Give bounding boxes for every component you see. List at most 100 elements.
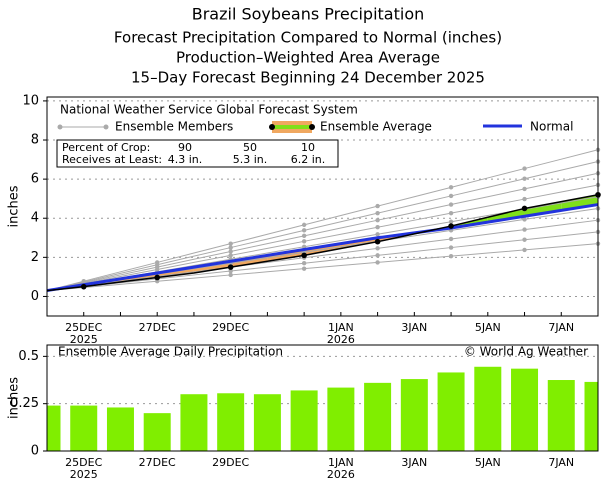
plot-area — [47, 345, 598, 451]
legend-title: National Weather Service Global Forecast… — [60, 103, 358, 117]
y-tick-label: 0.25 — [10, 396, 39, 411]
bar — [253, 394, 281, 451]
difference-fill — [487, 208, 525, 223]
member-line — [46, 184, 599, 292]
average-point — [227, 264, 234, 270]
member-point — [522, 176, 527, 181]
bar — [400, 379, 428, 451]
average-line — [46, 194, 599, 292]
normal-line — [46, 203, 599, 293]
y-axis-label: inches — [7, 377, 22, 419]
bar — [47, 405, 61, 451]
x-tick-label: 5JAN — [475, 456, 501, 469]
member-line — [46, 161, 599, 292]
member-point — [375, 253, 380, 258]
crop-table-cell: Receives at Least: — [62, 153, 162, 166]
bar — [437, 372, 465, 451]
member-point — [448, 253, 454, 259]
member-point — [448, 245, 454, 250]
member-point — [448, 193, 454, 199]
member-point — [301, 228, 307, 233]
x-tick-label: 2025 — [70, 333, 98, 346]
average-point — [301, 252, 307, 259]
bar — [584, 381, 598, 451]
bar — [217, 393, 245, 451]
member-point — [375, 203, 380, 209]
average-point — [154, 274, 160, 281]
member-line — [46, 219, 599, 292]
x-tick-label: 25DEC — [65, 456, 102, 469]
average-point — [80, 283, 87, 290]
average-point — [521, 205, 528, 212]
average-point — [374, 238, 381, 245]
x-tick-label: 25DEC — [65, 321, 102, 334]
member-point — [301, 222, 307, 228]
chart-subtitle: Ensemble Average Daily Precipitation — [58, 345, 283, 359]
member-point — [448, 236, 454, 242]
legend-swatch — [309, 124, 315, 130]
x-tick-label: 7JAN — [548, 456, 574, 469]
x-tick-label: 3JAN — [401, 456, 427, 469]
member-point — [448, 210, 454, 216]
y-axis-label: inches — [7, 185, 22, 227]
member-point — [228, 272, 233, 278]
subtitle: Production–Weighted Area Average — [176, 49, 440, 67]
x-tick-label: 1JAN — [328, 321, 354, 334]
x-tick-label: 2025 — [70, 468, 98, 481]
legend-swatch — [269, 124, 275, 130]
x-tick-label: 5JAN — [475, 321, 501, 334]
member-line — [46, 172, 599, 292]
x-tick-label: 2026 — [327, 468, 355, 481]
member-point — [522, 237, 527, 242]
member-point — [228, 249, 233, 254]
legend-swatch — [57, 124, 63, 130]
subtitle: 15–Day Forecast Beginning 24 December 20… — [131, 69, 485, 87]
y-tick-label: 10 — [22, 93, 39, 108]
crop-table-cell: 5.3 in. — [233, 153, 268, 166]
member-point — [375, 217, 380, 223]
member-point — [522, 166, 527, 171]
member-point — [522, 217, 527, 222]
y-tick-label: 4 — [31, 211, 39, 226]
member-line — [46, 231, 599, 292]
x-tick-label: 29DEC — [212, 456, 249, 469]
credit: © World Ag Weather — [464, 345, 588, 359]
member-point — [81, 278, 86, 284]
member-point — [522, 227, 527, 232]
member-point — [375, 260, 380, 265]
member-line — [46, 243, 599, 292]
plot-border — [46, 96, 599, 317]
x-tick-label: 27DEC — [139, 321, 176, 334]
member-point — [228, 245, 233, 250]
member-point — [301, 261, 307, 266]
bar — [511, 368, 539, 451]
member-point — [375, 246, 380, 251]
member-point — [375, 232, 380, 237]
crop-table-cell: Percent of Crop: — [62, 141, 150, 154]
average-point — [448, 223, 454, 229]
bar — [143, 413, 171, 451]
member-point — [448, 202, 454, 207]
legend-label: Ensemble Average — [320, 120, 432, 134]
member-point — [522, 247, 527, 253]
crop-table-cell: 4.3 in. — [168, 153, 203, 166]
plot-border — [46, 344, 599, 452]
member-line — [46, 149, 599, 292]
x-tick-label: 3JAN — [401, 321, 427, 334]
subtitle: Forecast Precipitation Compared to Norma… — [114, 29, 502, 47]
member-point — [522, 196, 527, 202]
legend-swatch — [103, 124, 109, 130]
crop-table-box — [56, 139, 339, 168]
chart-title: Brazil Soybeans Precipitation — [192, 5, 425, 24]
bar — [364, 382, 392, 451]
member-point — [155, 260, 160, 265]
member-point — [375, 225, 380, 230]
crop-table-cell: 6.2 in. — [291, 153, 326, 166]
bar — [290, 390, 318, 451]
member-point — [448, 185, 454, 190]
y-tick-label: 0 — [31, 444, 39, 459]
y-tick-label: 2 — [31, 250, 39, 265]
member-point — [522, 186, 527, 192]
x-tick-label: 27DEC — [139, 456, 176, 469]
member-point — [228, 268, 233, 274]
